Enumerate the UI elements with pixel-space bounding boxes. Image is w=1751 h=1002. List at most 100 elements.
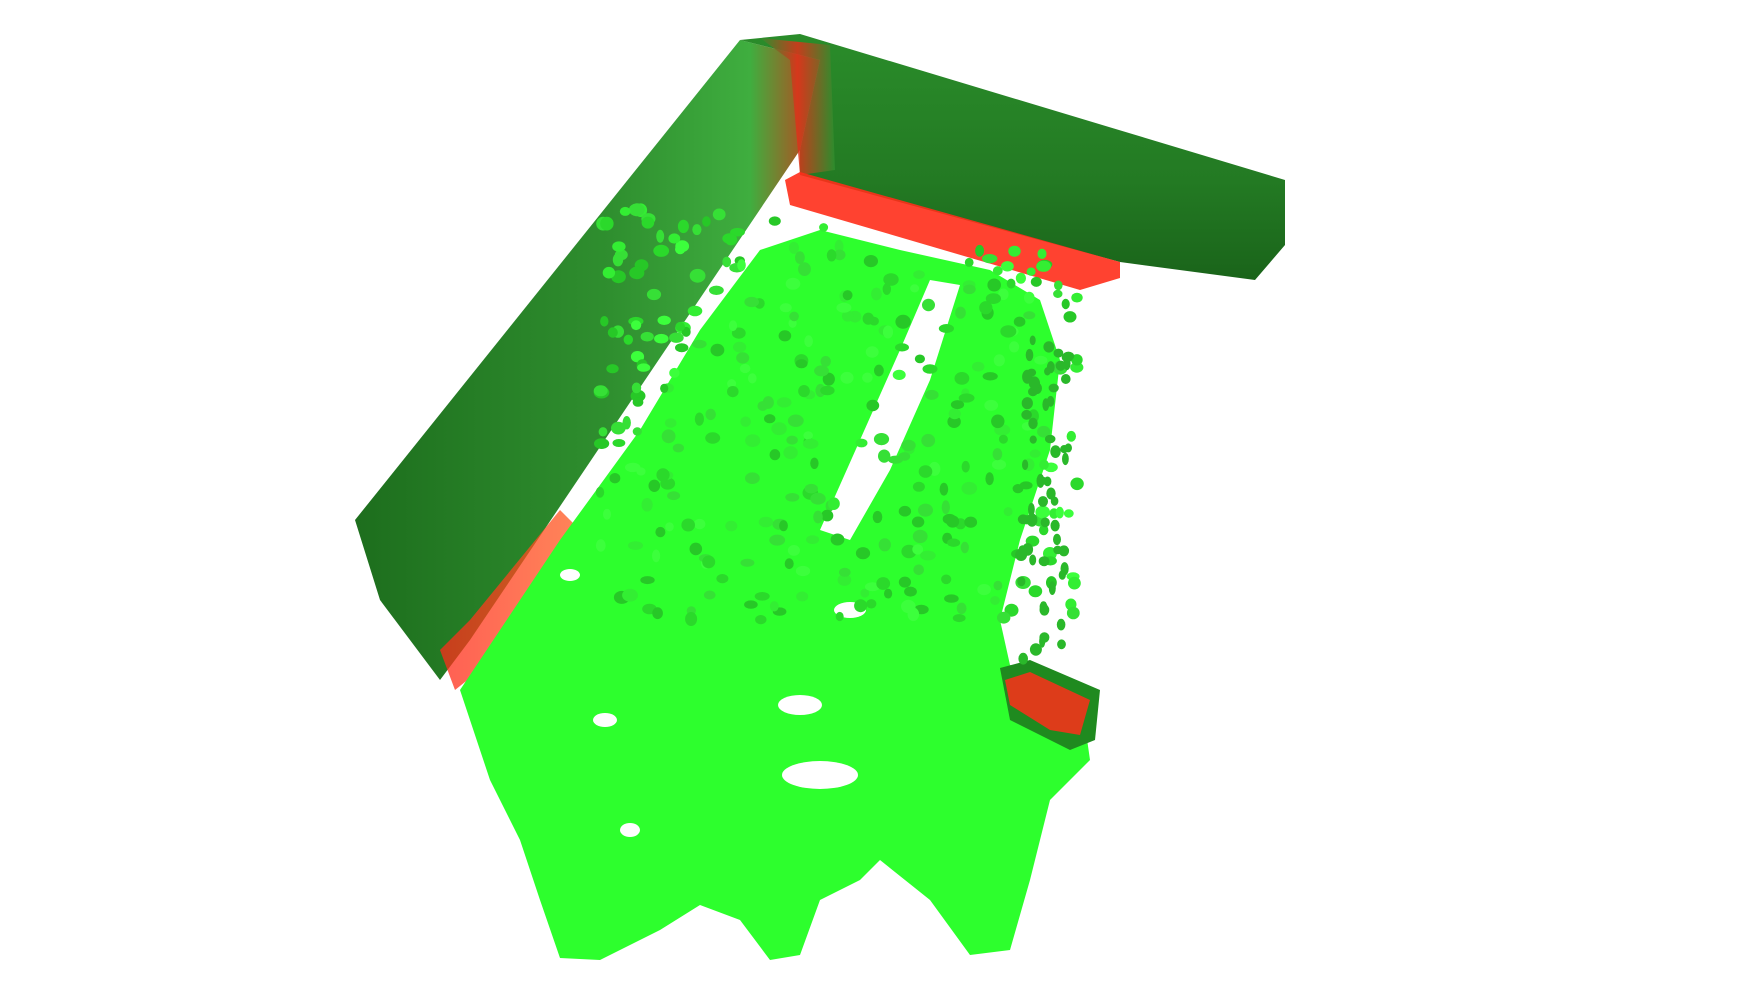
point — [1044, 367, 1051, 376]
point — [964, 257, 974, 267]
point — [913, 564, 924, 576]
point — [1028, 502, 1035, 516]
point — [1044, 434, 1056, 444]
point — [998, 434, 1008, 444]
point — [1029, 435, 1037, 444]
point — [998, 288, 1009, 301]
point — [873, 433, 890, 446]
point — [733, 341, 747, 353]
point — [806, 535, 820, 544]
point — [898, 505, 912, 517]
point — [1022, 459, 1029, 471]
point — [632, 427, 642, 436]
point — [727, 386, 739, 398]
point — [874, 364, 884, 377]
point — [628, 541, 643, 550]
point — [1028, 376, 1040, 390]
point — [1027, 368, 1037, 377]
point — [883, 273, 899, 286]
point — [925, 389, 939, 400]
point — [653, 244, 670, 257]
point — [842, 310, 854, 322]
point — [1061, 298, 1070, 310]
point — [798, 385, 810, 398]
point — [898, 576, 912, 588]
point — [1018, 652, 1028, 665]
point — [1026, 513, 1038, 527]
point — [1036, 260, 1051, 272]
point — [907, 607, 920, 622]
point — [693, 518, 706, 530]
point — [748, 373, 757, 384]
point — [922, 298, 935, 312]
point — [709, 285, 724, 295]
point — [961, 481, 978, 495]
point — [725, 234, 738, 246]
point — [652, 549, 661, 563]
point — [712, 208, 726, 221]
point — [904, 586, 917, 597]
point — [1029, 335, 1036, 346]
point — [1055, 360, 1066, 371]
point — [837, 574, 852, 586]
point — [787, 545, 801, 556]
point — [1066, 606, 1080, 620]
point — [912, 481, 925, 492]
point — [810, 492, 826, 505]
point — [640, 576, 655, 585]
point — [1001, 261, 1014, 272]
point — [941, 500, 950, 515]
point — [1008, 245, 1021, 257]
point — [1039, 459, 1049, 470]
point — [921, 433, 936, 448]
point — [619, 206, 631, 216]
point — [1029, 554, 1037, 566]
point — [731, 327, 746, 339]
point — [941, 574, 952, 585]
point — [722, 256, 732, 268]
point — [692, 339, 707, 349]
point — [1015, 272, 1026, 284]
point — [1039, 601, 1048, 613]
point — [901, 439, 916, 452]
point — [595, 486, 605, 498]
point — [611, 421, 626, 435]
point — [692, 224, 702, 236]
point — [603, 508, 611, 520]
point — [740, 416, 751, 427]
point — [705, 408, 716, 421]
left-wall — [355, 40, 820, 680]
point — [1063, 509, 1074, 518]
point — [702, 216, 711, 227]
point — [702, 555, 716, 569]
point — [779, 520, 788, 532]
point — [628, 203, 645, 217]
point — [1058, 545, 1070, 557]
point — [1030, 276, 1042, 287]
point — [1000, 325, 1017, 338]
point — [920, 550, 936, 561]
point — [657, 315, 671, 325]
point — [997, 611, 1011, 624]
point — [660, 383, 669, 393]
point — [1054, 280, 1063, 291]
point — [1035, 505, 1050, 519]
point — [641, 498, 653, 512]
point — [802, 438, 819, 449]
point — [668, 233, 681, 244]
point — [769, 449, 781, 461]
point — [677, 219, 689, 234]
point — [840, 371, 854, 384]
point — [612, 241, 626, 252]
point — [1017, 514, 1029, 525]
point — [595, 539, 606, 552]
point — [982, 254, 998, 264]
point — [609, 473, 621, 484]
point — [1046, 395, 1055, 407]
point — [624, 462, 641, 473]
point — [819, 223, 829, 232]
point — [784, 558, 794, 570]
point — [911, 516, 925, 528]
point — [910, 284, 920, 293]
